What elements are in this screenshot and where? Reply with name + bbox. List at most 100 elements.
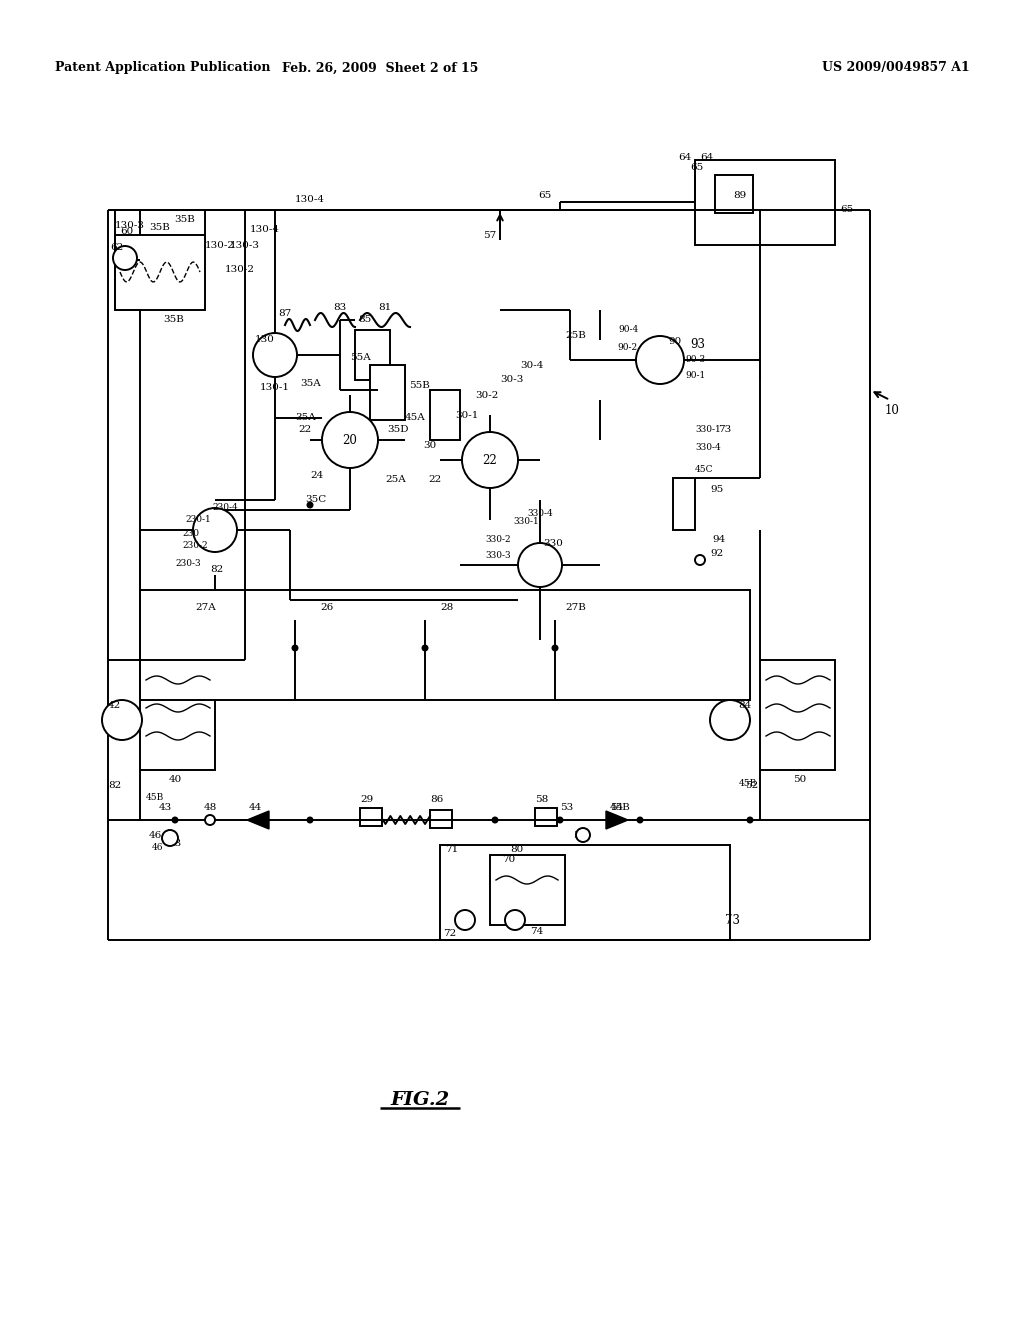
Text: 24: 24 [310, 471, 324, 480]
Text: Patent Application Publication: Patent Application Publication [55, 62, 270, 74]
Text: 81: 81 [379, 304, 391, 313]
Text: 35A: 35A [300, 379, 321, 388]
Text: 43: 43 [159, 804, 172, 813]
Text: 30-1: 30-1 [455, 411, 478, 420]
Text: 22: 22 [298, 425, 311, 434]
Text: 90-2: 90-2 [617, 342, 637, 351]
Text: 62: 62 [110, 243, 123, 252]
Bar [760, 660, 835, 770]
Text: 60: 60 [120, 227, 133, 236]
Text: 45C: 45C [695, 466, 714, 474]
Text: 330-2: 330-2 [485, 536, 511, 544]
Text: 42: 42 [108, 701, 121, 710]
Bar [715, 176, 753, 213]
Text: 330-1: 330-1 [513, 517, 539, 527]
Text: 35B: 35B [174, 215, 196, 224]
Circle shape [102, 700, 142, 741]
Text: 82: 82 [108, 780, 121, 789]
Circle shape [462, 432, 518, 488]
Bar [370, 366, 406, 420]
Text: 130: 130 [255, 335, 274, 345]
Circle shape [575, 828, 590, 842]
Circle shape [193, 508, 237, 552]
Text: 10: 10 [885, 404, 900, 417]
Text: 27A: 27A [195, 603, 216, 612]
Circle shape [171, 817, 178, 824]
Text: 25A: 25A [385, 475, 406, 484]
Text: 29: 29 [360, 796, 374, 804]
Text: 90-1: 90-1 [685, 371, 706, 380]
Text: 94: 94 [712, 536, 725, 544]
Bar [673, 478, 695, 531]
Text: 53: 53 [560, 804, 573, 813]
Text: 130-1: 130-1 [260, 384, 290, 392]
Text: 55B: 55B [410, 380, 430, 389]
Circle shape [322, 412, 378, 469]
Text: 330-3: 330-3 [485, 550, 511, 560]
Text: 230-2: 230-2 [182, 541, 208, 550]
Bar [695, 160, 835, 246]
Text: 330-4: 330-4 [695, 444, 721, 453]
Text: 130-3: 130-3 [230, 240, 260, 249]
Text: 92: 92 [710, 549, 723, 557]
Text: 85: 85 [358, 315, 372, 325]
Text: 35B: 35B [163, 315, 184, 325]
Text: 330-4: 330-4 [527, 508, 553, 517]
Circle shape [113, 246, 137, 271]
Text: 90: 90 [668, 338, 681, 346]
Text: 83: 83 [334, 304, 347, 313]
Text: 46: 46 [148, 830, 162, 840]
Text: 330-1: 330-1 [695, 425, 721, 434]
Text: 80: 80 [510, 846, 523, 854]
Circle shape [637, 817, 643, 824]
Text: 22: 22 [428, 475, 441, 484]
Text: 65: 65 [840, 206, 853, 214]
Polygon shape [247, 810, 269, 829]
Circle shape [556, 817, 563, 824]
Text: 55A: 55A [349, 354, 371, 363]
Bar [115, 235, 205, 310]
Text: 93: 93 [690, 338, 705, 351]
Text: 35D: 35D [387, 425, 409, 434]
Circle shape [695, 554, 705, 565]
Bar [140, 660, 215, 770]
Bar [490, 855, 565, 925]
Bar [430, 389, 460, 440]
Circle shape [306, 502, 313, 508]
Text: 87: 87 [279, 309, 292, 318]
Text: 30-4: 30-4 [520, 360, 544, 370]
Circle shape [505, 909, 525, 931]
Text: 45B: 45B [738, 779, 757, 788]
Bar [360, 808, 382, 826]
Text: 330: 330 [543, 539, 563, 548]
Text: 72: 72 [443, 928, 457, 937]
Text: FIG.2: FIG.2 [390, 1092, 450, 1109]
Text: 27B: 27B [565, 603, 586, 612]
Text: 130-2: 130-2 [205, 240, 234, 249]
Text: 30-3: 30-3 [500, 375, 523, 384]
Circle shape [455, 909, 475, 931]
Text: 45B: 45B [145, 793, 164, 803]
Text: 48: 48 [204, 804, 217, 813]
Circle shape [253, 333, 297, 378]
Text: 90-4: 90-4 [618, 326, 638, 334]
Text: 64: 64 [700, 153, 714, 161]
Text: 230-1: 230-1 [185, 516, 211, 524]
Circle shape [492, 817, 499, 824]
Text: 95: 95 [710, 486, 723, 495]
Text: 74: 74 [530, 928, 544, 936]
Bar [355, 330, 390, 380]
Circle shape [746, 817, 754, 824]
Text: 45B: 45B [610, 804, 631, 813]
Text: 56: 56 [573, 830, 587, 840]
Text: 82: 82 [210, 565, 223, 574]
Circle shape [518, 543, 562, 587]
Text: 45A: 45A [404, 413, 425, 422]
Text: 35A: 35A [295, 413, 315, 422]
Text: 130-4: 130-4 [250, 226, 280, 235]
Text: 43: 43 [168, 838, 181, 847]
Polygon shape [606, 810, 628, 829]
Text: 20: 20 [343, 433, 357, 446]
Text: 64: 64 [678, 153, 691, 161]
Text: 89: 89 [733, 191, 746, 201]
